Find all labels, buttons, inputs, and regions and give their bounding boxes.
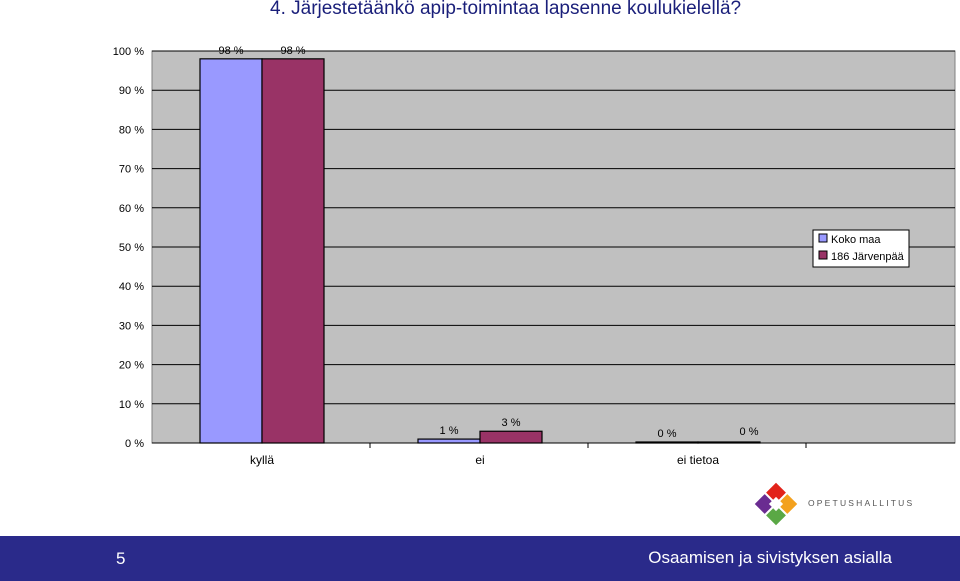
x-tick-label: ei bbox=[475, 453, 484, 467]
bar bbox=[635, 441, 699, 444]
legend-label: 186 Järvenpää bbox=[831, 251, 905, 263]
bar bbox=[697, 441, 761, 444]
y-tick-label: 100 % bbox=[113, 46, 144, 58]
bar bbox=[479, 430, 543, 444]
data-label: 98 % bbox=[218, 45, 243, 57]
x-tick-label: ei tietoa bbox=[677, 453, 719, 467]
legend-label: Koko maa bbox=[831, 234, 881, 246]
y-tick-label: 80 % bbox=[119, 124, 144, 136]
x-tick-label: kyllä bbox=[250, 453, 274, 467]
y-tick-label: 0 % bbox=[125, 438, 144, 450]
bar bbox=[199, 58, 263, 444]
legend-swatch bbox=[818, 250, 828, 260]
data-label: 1 % bbox=[440, 425, 459, 437]
bar bbox=[417, 438, 481, 444]
bar bbox=[261, 58, 325, 444]
bar-chart: 0 % 10 % 20 % 30 % 40 % 50 % 60 % 70 % 80 % 90 % 1… bbox=[113, 45, 956, 467]
data-label: 98 % bbox=[280, 45, 305, 57]
data-label: 3 % bbox=[502, 417, 521, 429]
logo-text: OPETUSHALLITUS bbox=[808, 498, 915, 508]
y-tick-label: 90 % bbox=[119, 85, 144, 97]
y-tick-label: 40 % bbox=[119, 281, 144, 293]
data-label: 0 % bbox=[740, 426, 759, 438]
data-label: 0 % bbox=[658, 428, 677, 440]
slide-number: 5 bbox=[116, 549, 126, 568]
legend-swatch bbox=[818, 233, 828, 243]
y-tick-label: 70 % bbox=[119, 164, 144, 176]
slide-title: 4. Järjestetäänkö apip-toimintaa lapsenn… bbox=[270, 0, 742, 19]
y-tick-label: 10 % bbox=[119, 399, 144, 411]
legend-box bbox=[812, 229, 910, 268]
y-tick-label: 60 % bbox=[119, 203, 144, 215]
footer-bar: 5 Osaamisen ja sivistyksen asialla bbox=[0, 536, 960, 581]
y-tick-label: 20 % bbox=[119, 360, 144, 372]
y-tick-label: 50 % bbox=[119, 242, 144, 254]
y-tick-label: 30 % bbox=[119, 320, 144, 332]
opetushallitus-logo-icon bbox=[754, 482, 798, 526]
footer-text: Osaamisen ja sivistyksen asialla bbox=[648, 548, 892, 567]
